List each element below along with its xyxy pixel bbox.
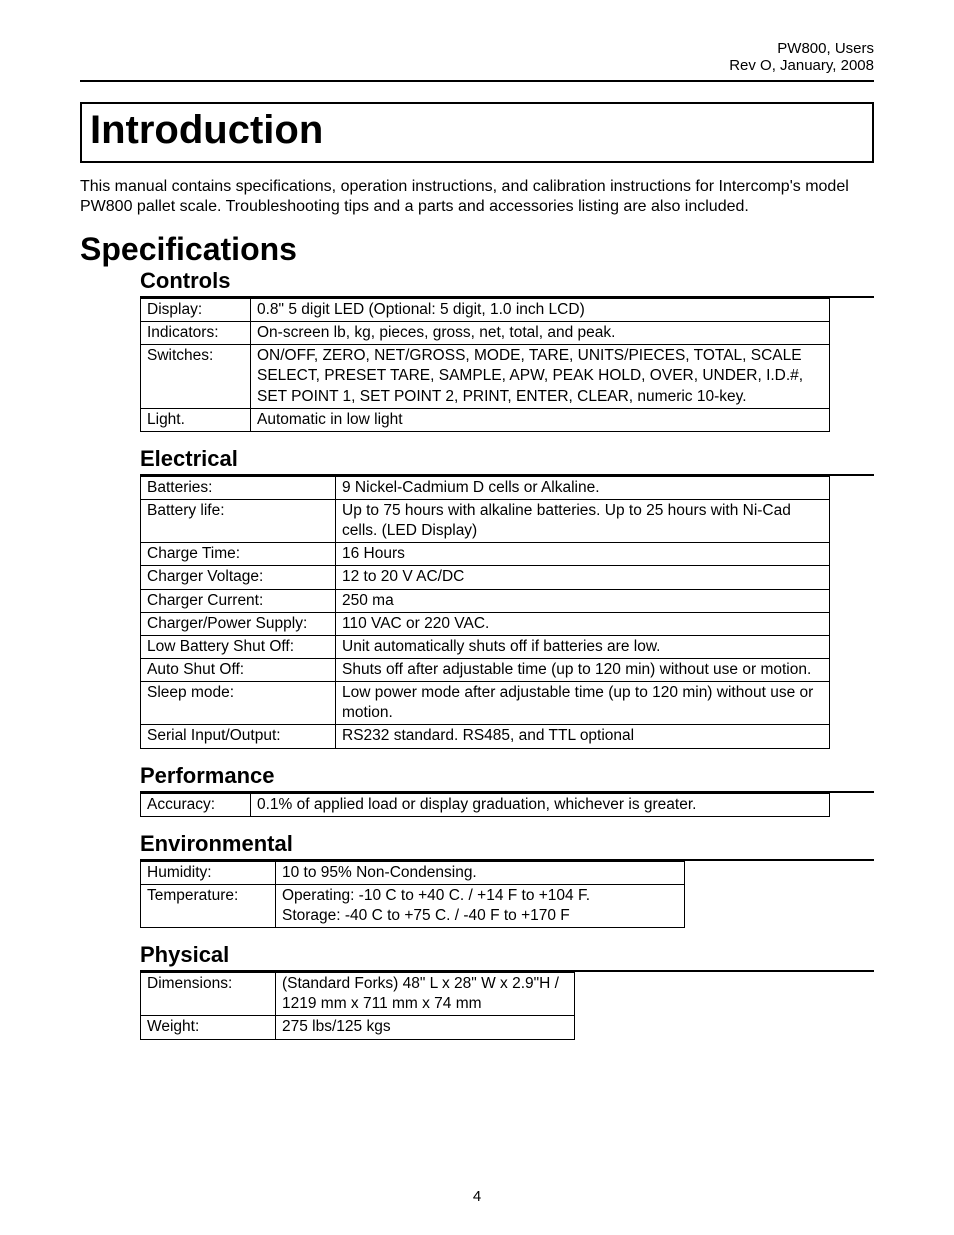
table-row: Serial Input/Output:RS232 standard. RS48… bbox=[141, 725, 830, 748]
performance-table: Accuracy: 0.1% of applied load or displa… bbox=[140, 793, 830, 817]
intro-paragraph: This manual contains specifications, ope… bbox=[80, 177, 874, 217]
table-cell: Weight: bbox=[141, 1016, 276, 1039]
environmental-table: Humidity:10 to 95% Non-Condensing.Temper… bbox=[140, 861, 685, 928]
table-row: Display:0.8" 5 digit LED (Optional: 5 di… bbox=[141, 299, 830, 322]
electrical-table: Batteries:9 Nickel-Cadmium D cells or Al… bbox=[140, 476, 830, 749]
physical-table: Dimensions:(Standard Forks) 48" L x 28" … bbox=[140, 972, 575, 1039]
physical-title: Physical bbox=[140, 942, 874, 972]
table-cell: Charger Current: bbox=[141, 589, 336, 612]
controls-title: Controls bbox=[140, 268, 874, 298]
table-row: Weight:275 lbs/125 kgs bbox=[141, 1016, 575, 1039]
header: PW800, Users Rev O, January, 2008 bbox=[80, 40, 874, 74]
table-cell: ON/OFF, ZERO, NET/GROSS, MODE, TARE, UNI… bbox=[251, 345, 830, 408]
table-row: Charge Time:16 Hours bbox=[141, 543, 830, 566]
title-box: Introduction bbox=[80, 102, 874, 163]
table-cell: Light. bbox=[141, 408, 251, 431]
table-row: Temperature:Operating: -10 C to +40 C. /… bbox=[141, 884, 685, 927]
section-environmental: Environmental Humidity:10 to 95% Non-Con… bbox=[80, 831, 874, 928]
table-row: Charger/Power Supply:110 VAC or 220 VAC. bbox=[141, 612, 830, 635]
table-cell: Charger Voltage: bbox=[141, 566, 336, 589]
electrical-title: Electrical bbox=[140, 446, 874, 476]
table-row: Light.Automatic in low light bbox=[141, 408, 830, 431]
header-line1: PW800, Users bbox=[80, 40, 874, 57]
header-rule bbox=[80, 80, 874, 82]
table-cell: Dimensions: bbox=[141, 973, 276, 1016]
table-row: Dimensions:(Standard Forks) 48" L x 28" … bbox=[141, 973, 575, 1016]
table-row: Charger Current:250 ma bbox=[141, 589, 830, 612]
table-row: Battery life:Up to 75 hours with alkalin… bbox=[141, 499, 830, 542]
table-row: Auto Shut Off:Shuts off after adjustable… bbox=[141, 658, 830, 681]
table-cell: 0.1% of applied load or display graduati… bbox=[251, 793, 830, 816]
section-electrical: Electrical Batteries:9 Nickel-Cadmium D … bbox=[80, 446, 874, 749]
table-cell: Low power mode after adjustable time (up… bbox=[336, 682, 830, 725]
specifications-heading: Specifications bbox=[80, 231, 874, 268]
table-cell: Up to 75 hours with alkaline batteries. … bbox=[336, 499, 830, 542]
section-controls: Controls Display:0.8" 5 digit LED (Optio… bbox=[80, 268, 874, 432]
table-cell: 275 lbs/125 kgs bbox=[276, 1016, 575, 1039]
header-line2: Rev O, January, 2008 bbox=[80, 57, 874, 74]
table-cell: Battery life: bbox=[141, 499, 336, 542]
page-number: 4 bbox=[0, 1188, 954, 1205]
table-cell: Switches: bbox=[141, 345, 251, 408]
table-row: Indicators:On-screen lb, kg, pieces, gro… bbox=[141, 322, 830, 345]
table-cell: Display: bbox=[141, 299, 251, 322]
table-row: Batteries:9 Nickel-Cadmium D cells or Al… bbox=[141, 476, 830, 499]
table-cell: Temperature: bbox=[141, 884, 276, 927]
page-title: Introduction bbox=[90, 108, 864, 153]
controls-table: Display:0.8" 5 digit LED (Optional: 5 di… bbox=[140, 298, 830, 432]
table-cell: Charge Time: bbox=[141, 543, 336, 566]
table-cell: Shuts off after adjustable time (up to 1… bbox=[336, 658, 830, 681]
table-cell: Sleep mode: bbox=[141, 682, 336, 725]
section-physical: Physical Dimensions:(Standard Forks) 48"… bbox=[80, 942, 874, 1039]
table-row: Low Battery Shut Off:Unit automatically … bbox=[141, 635, 830, 658]
table-row: Humidity:10 to 95% Non-Condensing. bbox=[141, 861, 685, 884]
table-cell: Low Battery Shut Off: bbox=[141, 635, 336, 658]
table-cell: 10 to 95% Non-Condensing. bbox=[276, 861, 685, 884]
table-cell: 12 to 20 V AC/DC bbox=[336, 566, 830, 589]
section-performance: Performance Accuracy: 0.1% of applied lo… bbox=[80, 763, 874, 817]
table-cell: 250 ma bbox=[336, 589, 830, 612]
table-cell: 16 Hours bbox=[336, 543, 830, 566]
performance-title: Performance bbox=[140, 763, 874, 793]
table-cell: Batteries: bbox=[141, 476, 336, 499]
table-cell: 110 VAC or 220 VAC. bbox=[336, 612, 830, 635]
table-cell: 0.8" 5 digit LED (Optional: 5 digit, 1.0… bbox=[251, 299, 830, 322]
table-cell: Serial Input/Output: bbox=[141, 725, 336, 748]
table-cell: Operating: -10 C to +40 C. / +14 F to +1… bbox=[276, 884, 685, 927]
table-row: Accuracy: 0.1% of applied load or displa… bbox=[141, 793, 830, 816]
table-cell: RS232 standard. RS485, and TTL optional bbox=[336, 725, 830, 748]
table-cell: Unit automatically shuts off if batterie… bbox=[336, 635, 830, 658]
table-cell: Auto Shut Off: bbox=[141, 658, 336, 681]
table-row: Switches:ON/OFF, ZERO, NET/GROSS, MODE, … bbox=[141, 345, 830, 408]
table-cell: Accuracy: bbox=[141, 793, 251, 816]
table-row: Sleep mode:Low power mode after adjustab… bbox=[141, 682, 830, 725]
table-row: Charger Voltage:12 to 20 V AC/DC bbox=[141, 566, 830, 589]
table-cell: Indicators: bbox=[141, 322, 251, 345]
table-cell: Charger/Power Supply: bbox=[141, 612, 336, 635]
table-cell: On-screen lb, kg, pieces, gross, net, to… bbox=[251, 322, 830, 345]
table-cell: 9 Nickel-Cadmium D cells or Alkaline. bbox=[336, 476, 830, 499]
table-cell: (Standard Forks) 48" L x 28" W x 2.9"H /… bbox=[276, 973, 575, 1016]
environmental-title: Environmental bbox=[140, 831, 874, 861]
table-cell: Humidity: bbox=[141, 861, 276, 884]
table-cell: Automatic in low light bbox=[251, 408, 830, 431]
